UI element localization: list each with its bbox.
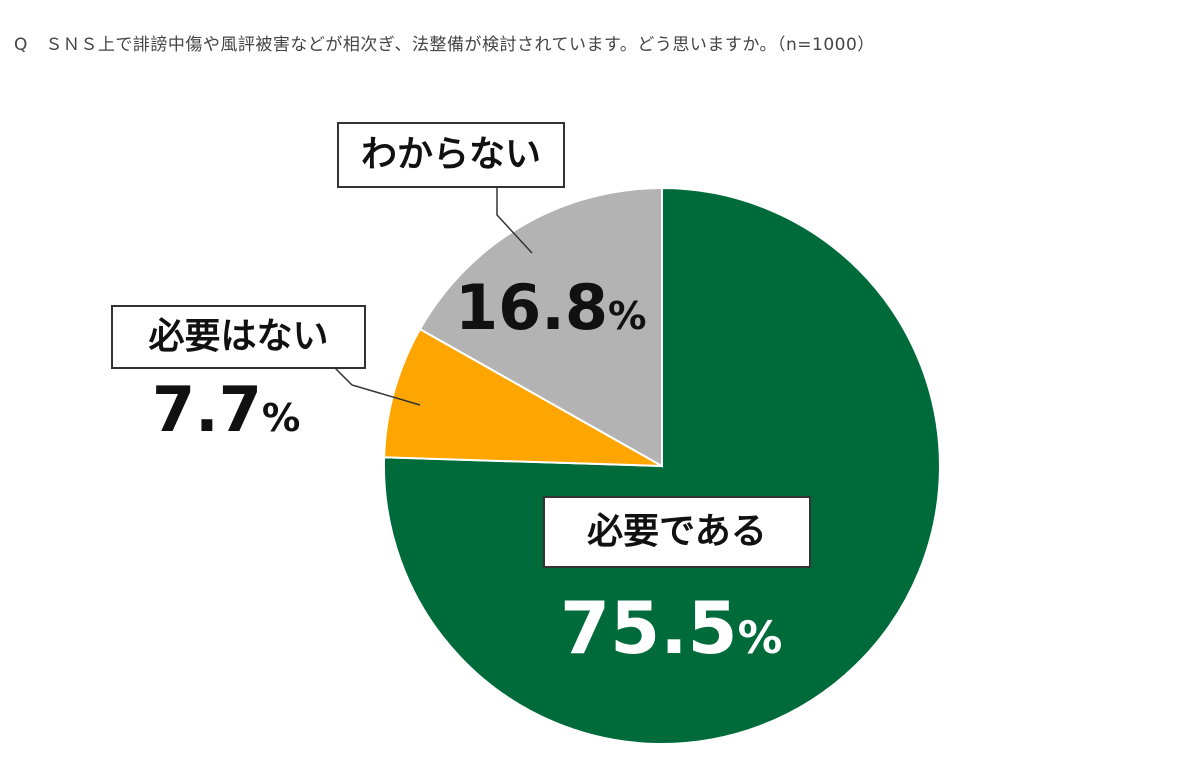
value-unknown: 16.8% <box>455 271 647 344</box>
slice-unknown <box>418 186 663 468</box>
label-necessary: 必要である <box>543 496 811 568</box>
label-unknown: わからない <box>337 122 565 188</box>
question-title: Q ＳＮＳ上で誹謗中傷や風評被害などが相次ぎ、法整備が検討されています。どう思い… <box>14 35 875 55</box>
value-necessary: 75.5% <box>560 586 783 670</box>
slice-not-necessary <box>383 327 663 467</box>
label-unknown-text: わからない <box>360 134 541 175</box>
label-not-necessary-text: 必要はない <box>148 316 329 357</box>
label-necessary-text: 必要である <box>587 511 767 552</box>
leader-line-unknown <box>496 188 533 254</box>
label-not-necessary: 必要はない <box>111 305 366 369</box>
leader-line-not-necessary <box>334 367 421 406</box>
value-not-necessary: 7.7% <box>152 373 301 446</box>
